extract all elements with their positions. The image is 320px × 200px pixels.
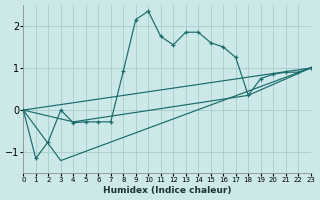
X-axis label: Humidex (Indice chaleur): Humidex (Indice chaleur) <box>103 186 231 195</box>
